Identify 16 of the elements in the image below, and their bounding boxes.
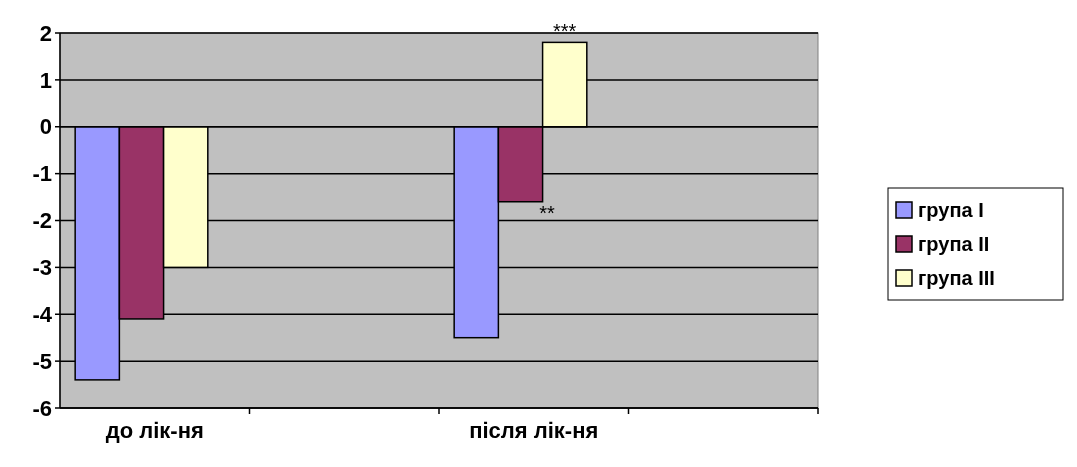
annotation: *** xyxy=(553,20,577,43)
y-tick-label: -6 xyxy=(32,395,52,421)
y-tick-label: 2 xyxy=(39,20,52,46)
x-tick-label: до лік-ня xyxy=(105,418,204,443)
legend-label: група III xyxy=(918,267,995,289)
y-tick-label: -3 xyxy=(32,255,52,281)
annotation: ** xyxy=(539,201,556,224)
y-tick-label: 0 xyxy=(39,114,52,140)
y-tick-label: -2 xyxy=(32,208,52,234)
legend-label: група I xyxy=(918,199,984,221)
y-tick-label: -4 xyxy=(32,301,53,327)
y-tick-label: -5 xyxy=(32,348,52,374)
y-tick-label: 1 xyxy=(39,67,52,93)
y-tick-label: -1 xyxy=(32,161,52,187)
x-tick-label: після лік-ня xyxy=(469,418,599,443)
legend-label: група II xyxy=(918,233,990,255)
